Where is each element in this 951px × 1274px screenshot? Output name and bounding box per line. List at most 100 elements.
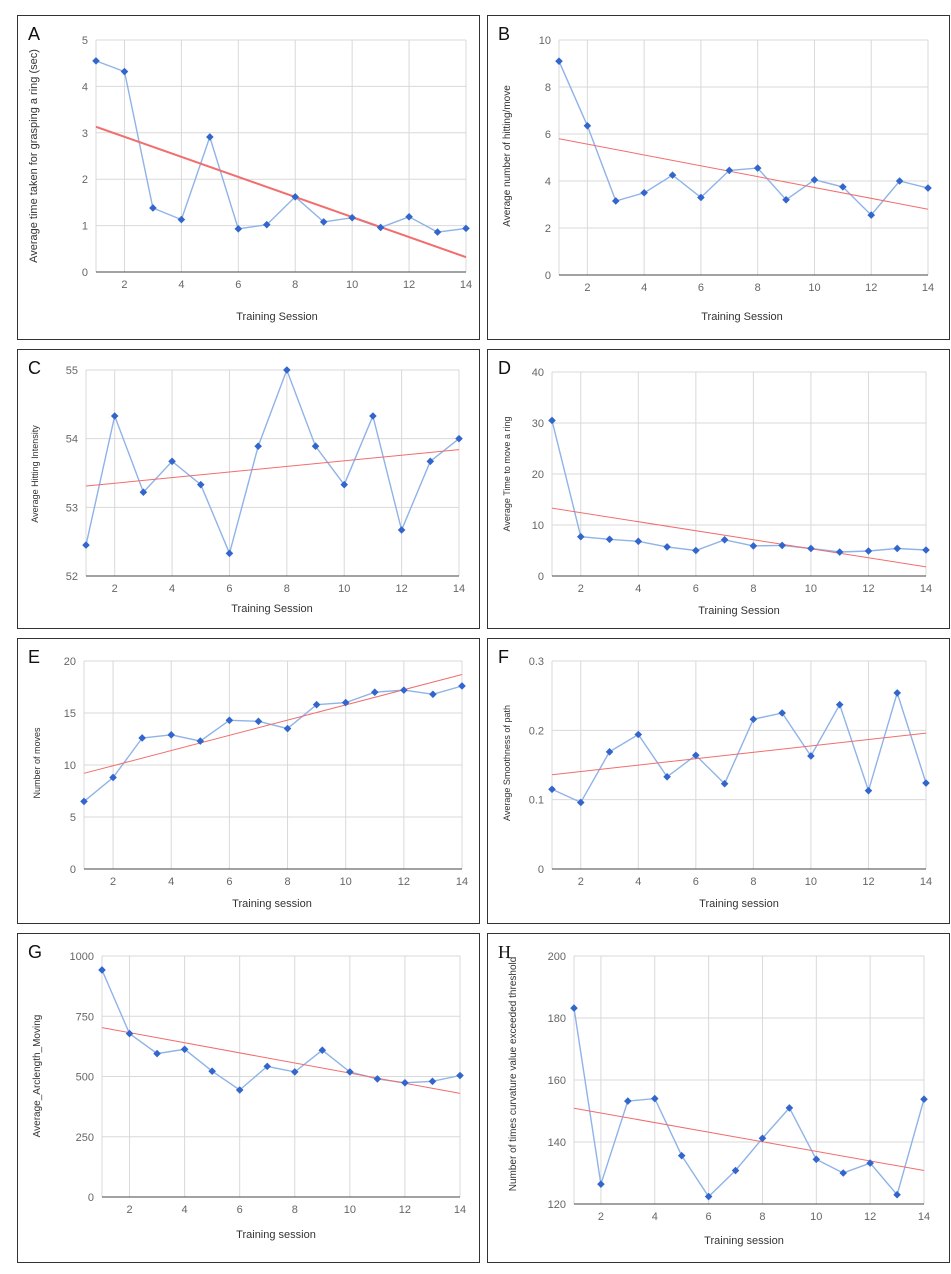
chart-g: 0 250 500 750 1000 2 4 6 8 10 12 14 Training session… xyxy=(32,951,466,1241)
y-tick-label: 4 xyxy=(82,81,88,93)
data-point xyxy=(924,184,932,192)
data-point xyxy=(400,686,408,694)
x-axis-title: Training Session xyxy=(231,603,313,615)
data-point xyxy=(893,1190,901,1199)
data-point xyxy=(206,133,214,141)
y-axis-title: Number of moves xyxy=(32,727,42,799)
data-point xyxy=(433,228,442,236)
y-tick-label: 140 xyxy=(548,1137,566,1149)
data-point xyxy=(650,1094,659,1103)
panel-letter: E xyxy=(28,647,41,667)
data-point xyxy=(864,547,873,555)
x-tick-label: 8 xyxy=(284,876,290,888)
x-tick-label: 12 xyxy=(398,876,410,888)
data-point xyxy=(807,544,815,553)
data-point xyxy=(753,164,762,172)
chart-panel-b: B 0 2 4 6 8 10 2 4 6 8 10 12 14 Training Session Avera… xyxy=(487,15,950,340)
y-tick-label: 0.3 xyxy=(529,656,544,668)
y-tick-label: 1 xyxy=(82,221,88,233)
trendline xyxy=(95,125,467,259)
x-tick-label: 12 xyxy=(862,583,874,595)
x-tick-label: 10 xyxy=(344,1204,356,1216)
trendline xyxy=(551,507,927,568)
x-tick-label: 8 xyxy=(759,1211,765,1223)
gridlines xyxy=(573,955,925,1205)
data-point xyxy=(369,412,377,420)
x-tick-label: 8 xyxy=(755,282,761,294)
x-tick-label: 2 xyxy=(112,583,118,595)
panel-letter: A xyxy=(28,24,41,44)
y-tick-label: 20 xyxy=(64,656,76,668)
data-point xyxy=(234,225,243,233)
y-tick-label: 53 xyxy=(66,502,78,514)
x-tick-label: 8 xyxy=(292,279,298,291)
data-point xyxy=(196,480,205,489)
data-point xyxy=(624,1097,632,1105)
data-point xyxy=(597,1180,605,1188)
x-tick-label: 12 xyxy=(403,279,415,291)
data-point xyxy=(426,457,435,466)
chart-f: 0 0.1 0.2 0.3 2 4 6 8 10 12 14 Training session Aver… xyxy=(502,656,932,910)
y-tick-label: 40 xyxy=(532,367,544,379)
y-tick-label: 10 xyxy=(539,35,551,47)
y-tick-label: 250 xyxy=(76,1132,94,1144)
data-point xyxy=(319,218,328,226)
y-tick-label: 180 xyxy=(548,1013,566,1025)
x-tick-label: 14 xyxy=(922,282,934,294)
data-point xyxy=(864,786,873,795)
x-tick-label: 6 xyxy=(226,876,232,888)
chart-panel-c: C 52 53 54 55 2 4 6 8 10 12 14 Training Session Aver… xyxy=(17,349,480,629)
trendline xyxy=(85,449,460,487)
series-line xyxy=(573,1007,925,1198)
data-point xyxy=(109,773,117,782)
x-tick-label: 14 xyxy=(920,876,932,888)
data-point xyxy=(839,183,847,191)
y-tick-label: 15 xyxy=(64,708,76,720)
data-point xyxy=(428,1077,437,1086)
chart-b: 0 2 4 6 8 10 2 4 6 8 10 12 14 Training Session Average… xyxy=(502,35,934,323)
y-axis-title: Average time taken for grasping a ring (… xyxy=(28,49,40,263)
y-tick-label: 6 xyxy=(545,129,551,141)
x-tick-label: 6 xyxy=(698,282,704,294)
data-point xyxy=(807,752,815,760)
x-axis-title: Training session xyxy=(704,1235,784,1247)
data-point xyxy=(312,700,321,709)
chart-c: 52 53 54 55 2 4 6 8 10 12 14 Training Session Averag… xyxy=(30,365,465,615)
series-line xyxy=(551,690,927,804)
y-tick-label: 0 xyxy=(545,270,551,282)
x-tick-label: 2 xyxy=(110,876,116,888)
data-point xyxy=(373,1075,382,1083)
gridlines xyxy=(95,39,467,273)
data-point xyxy=(254,717,263,726)
data-point xyxy=(835,700,844,709)
series-line xyxy=(101,969,461,1091)
trendline xyxy=(558,138,929,210)
data-point xyxy=(810,176,819,184)
data-point xyxy=(704,1192,713,1201)
x-tick-label: 6 xyxy=(226,583,232,595)
x-tick-label: 6 xyxy=(235,279,241,291)
y-tick-label: 3 xyxy=(82,128,88,140)
data-point xyxy=(397,526,406,534)
data-point xyxy=(640,188,648,197)
data-point xyxy=(262,220,271,229)
data-point xyxy=(283,366,291,374)
x-tick-label: 2 xyxy=(598,1211,604,1223)
x-axis-title: Training Session xyxy=(236,311,318,323)
chart-panel-e: E 0 5 10 15 20 2 4 6 8 10 12 14 Training session Numb… xyxy=(17,638,480,924)
data-point xyxy=(138,734,146,742)
x-tick-label: 2 xyxy=(578,876,584,888)
series-line xyxy=(95,60,467,233)
data-point xyxy=(867,211,876,219)
chart-panel-h: H 120 140 160 180 200 2 4 6 8 10 12 14 Training sess… xyxy=(487,933,950,1263)
data-point xyxy=(893,689,902,697)
x-tick-label: 14 xyxy=(918,1211,930,1223)
x-axis-title: Training session xyxy=(232,898,312,910)
data-point xyxy=(311,442,320,451)
data-point xyxy=(720,779,729,788)
x-tick-label: 10 xyxy=(338,583,350,595)
x-tick-label: 2 xyxy=(126,1204,132,1216)
data-point xyxy=(758,1134,767,1143)
x-tick-label: 6 xyxy=(693,876,699,888)
